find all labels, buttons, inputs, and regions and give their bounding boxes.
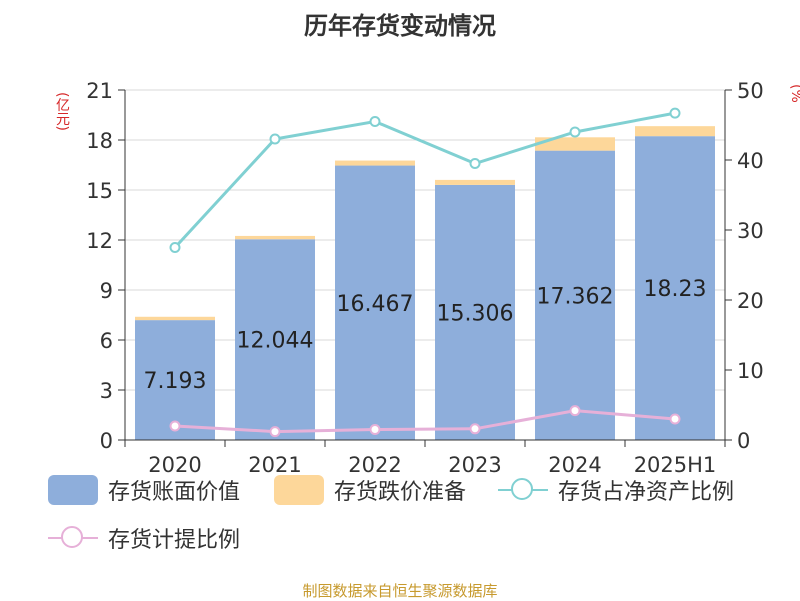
legend-label-net-asset-ratio: 存货占净资产比例 — [558, 480, 735, 505]
bar-impairment — [635, 126, 715, 137]
x-tick-label: 2021 — [248, 453, 301, 477]
point-provision-ratio — [369, 424, 381, 435]
y-right-tick-label: 40 — [737, 149, 764, 173]
legend-swatch-net-asset-ratio — [498, 475, 548, 505]
y-left-tick-label: 9 — [100, 279, 113, 303]
bar-impairment — [435, 179, 515, 185]
legend-swatch-provision-ratio — [48, 523, 98, 553]
x-tick-label: 2025H1 — [634, 453, 717, 477]
y-left-tick-label: 15 — [86, 179, 113, 203]
bar-impairment — [535, 137, 615, 151]
x-tick-label: 2024 — [548, 453, 601, 477]
y-right-tick-label: 10 — [737, 359, 764, 383]
legend-label-provision-ratio: 存货计提比例 — [108, 528, 241, 553]
bar-data-label: 17.362 — [537, 284, 614, 309]
bar-book-value — [335, 165, 415, 441]
bar-data-label: 16.467 — [337, 292, 414, 317]
point-net-asset-ratio — [569, 126, 581, 138]
bar-impairment — [135, 316, 215, 321]
y-left-tick-label: 3 — [100, 379, 113, 403]
data-source-note: 制图数据来自恒生聚源数据库 — [302, 582, 498, 600]
x-tick-label: 2020 — [148, 453, 201, 477]
point-net-asset-ratio — [369, 116, 381, 127]
y-left-tick-label: 18 — [86, 129, 113, 153]
legend-item-impairment[interactable]: 存货跌价准备 — [274, 474, 466, 506]
y-left-tick-label: 0 — [100, 429, 113, 453]
point-provision-ratio — [669, 413, 681, 425]
y-right-tick-label: 30 — [737, 219, 764, 243]
y-left-tick-label: 21 — [86, 79, 113, 103]
line-provision-ratio — [174, 409, 676, 434]
legend-item-net-asset-ratio[interactable]: 存货占净资产比例 — [498, 474, 734, 506]
x-tick-label: 2022 — [348, 453, 401, 477]
y-left-tick-label: 12 — [86, 229, 113, 253]
bar-book-value — [235, 239, 315, 440]
point-net-asset-ratio — [669, 107, 681, 119]
point-provision-ratio — [169, 420, 181, 432]
legend-label-book-value: 存货账面价值 — [108, 480, 241, 505]
y-right-tick-label: 20 — [737, 289, 764, 313]
left-axis-unit: (亿元) — [54, 92, 70, 131]
legend-item-book-value[interactable]: 存货账面价值 — [48, 474, 240, 506]
bar-data-label: 15.306 — [437, 301, 514, 326]
point-net-asset-ratio — [269, 133, 281, 145]
bar-book-value — [135, 320, 215, 440]
bar-data-label: 7.193 — [144, 369, 207, 394]
y-right-tick-label: 50 — [737, 79, 764, 103]
point-provision-ratio — [469, 423, 481, 435]
chart-title: 历年存货变动情况 — [304, 12, 496, 40]
bar-impairment — [235, 235, 315, 240]
y-left-tick-label: 6 — [100, 329, 113, 353]
legend-label-impairment: 存货跌价准备 — [334, 480, 467, 505]
point-net-asset-ratio — [469, 158, 481, 169]
right-axis-unit: (%) — [790, 84, 800, 102]
bar-data-label: 12.044 — [237, 329, 314, 354]
legend-swatch-impairment — [274, 475, 324, 505]
bar-book-value — [535, 150, 615, 440]
point-provision-ratio — [569, 405, 581, 417]
bar-book-value — [435, 184, 515, 440]
point-net-asset-ratio — [169, 242, 181, 253]
point-provision-ratio — [269, 426, 281, 438]
line-net-asset-ratio — [173, 111, 676, 249]
legend-item-provision-ratio[interactable]: 存货计提比例 — [48, 522, 240, 554]
y-right-tick-label: 0 — [737, 429, 750, 453]
x-tick-label: 2023 — [448, 453, 501, 477]
legend-swatch-book-value — [48, 475, 98, 505]
bar-book-value — [635, 136, 715, 440]
bar-impairment — [335, 160, 415, 166]
bar-data-label: 18.23 — [644, 277, 707, 302]
